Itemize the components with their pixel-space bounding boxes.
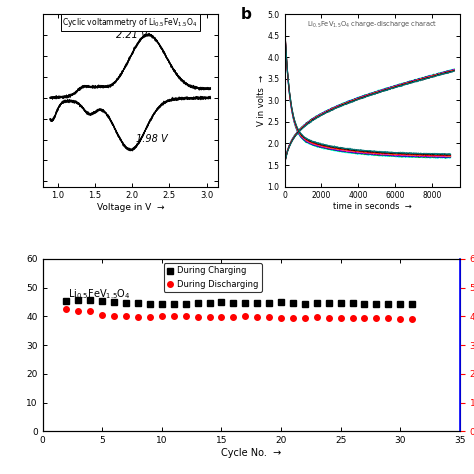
During Discharging <box>326 315 331 321</box>
During Discharging <box>230 314 236 319</box>
During Charging <box>171 301 177 307</box>
During Charging <box>147 301 153 306</box>
During Charging <box>397 301 403 307</box>
During Charging <box>302 301 308 306</box>
During Discharging <box>362 316 367 321</box>
During Discharging <box>338 315 344 320</box>
During Charging <box>326 300 331 306</box>
During Discharging <box>290 315 296 321</box>
During Discharging <box>255 314 260 320</box>
During Discharging <box>195 314 201 320</box>
During Discharging <box>111 313 117 319</box>
During Discharging <box>350 315 356 321</box>
During Discharging <box>207 314 212 320</box>
Legend: During Charging, During Discharging: During Charging, During Discharging <box>164 263 262 292</box>
During Charging <box>242 300 248 306</box>
During Discharging <box>266 314 272 320</box>
During Discharging <box>159 314 164 319</box>
During Discharging <box>64 306 69 312</box>
During Charging <box>230 300 236 305</box>
During Discharging <box>409 317 415 322</box>
During Charging <box>219 300 224 305</box>
During Discharging <box>374 315 379 321</box>
Line: During Discharging: During Discharging <box>64 307 415 322</box>
During Charging <box>111 299 117 305</box>
During Charging <box>75 297 81 302</box>
During Discharging <box>147 314 153 319</box>
During Charging <box>135 301 141 306</box>
During Charging <box>350 301 356 306</box>
During Discharging <box>302 315 308 320</box>
During Charging <box>409 301 415 307</box>
During Charging <box>374 301 379 307</box>
During Charging <box>64 298 69 303</box>
During Discharging <box>397 316 403 321</box>
During Discharging <box>135 314 141 320</box>
During Discharging <box>88 309 93 314</box>
Text: 1.98 V: 1.98 V <box>136 134 167 144</box>
During Discharging <box>242 314 248 319</box>
During Charging <box>123 300 129 305</box>
During Charging <box>314 301 319 306</box>
Y-axis label: V in volts  →: V in volts → <box>257 75 266 126</box>
During Discharging <box>100 312 105 318</box>
X-axis label: time in seconds  →: time in seconds → <box>333 202 411 211</box>
During Charging <box>195 300 201 306</box>
During Charging <box>159 301 164 307</box>
During Discharging <box>278 315 284 320</box>
During Charging <box>278 300 284 305</box>
During Charging <box>207 300 212 305</box>
Text: Li$_{0.5}$FeV$_{1.5}$O$_4$: Li$_{0.5}$FeV$_{1.5}$O$_4$ <box>68 287 130 301</box>
During Charging <box>255 301 260 306</box>
During Charging <box>290 300 296 306</box>
During Discharging <box>219 314 224 320</box>
During Charging <box>385 301 391 307</box>
During Charging <box>362 301 367 306</box>
During Charging <box>338 300 344 305</box>
Line: During Charging: During Charging <box>64 297 415 307</box>
X-axis label: Voltage in V  →: Voltage in V → <box>97 203 164 212</box>
Text: Li$_{0.5}$FeV$_{1.5}$O$_4$ charge-discharge charact: Li$_{0.5}$FeV$_{1.5}$O$_4$ charge-discha… <box>307 19 438 29</box>
During Charging <box>88 298 93 303</box>
During Discharging <box>385 315 391 321</box>
During Discharging <box>183 314 189 319</box>
During Charging <box>266 300 272 305</box>
During Discharging <box>314 314 319 320</box>
During Charging <box>183 301 189 306</box>
X-axis label: Cycle No.  →: Cycle No. → <box>221 448 282 458</box>
During Discharging <box>75 308 81 313</box>
During Charging <box>100 298 105 304</box>
During Discharging <box>123 314 129 319</box>
Text: 2.21 V: 2.21 V <box>116 30 148 40</box>
During Discharging <box>171 313 177 319</box>
Text: Cyclic voltammetry of Li$_{0.5}$FeV$_{1.5}$O$_4$: Cyclic voltammetry of Li$_{0.5}$FeV$_{1.… <box>63 16 198 29</box>
Text: b: b <box>241 7 252 22</box>
